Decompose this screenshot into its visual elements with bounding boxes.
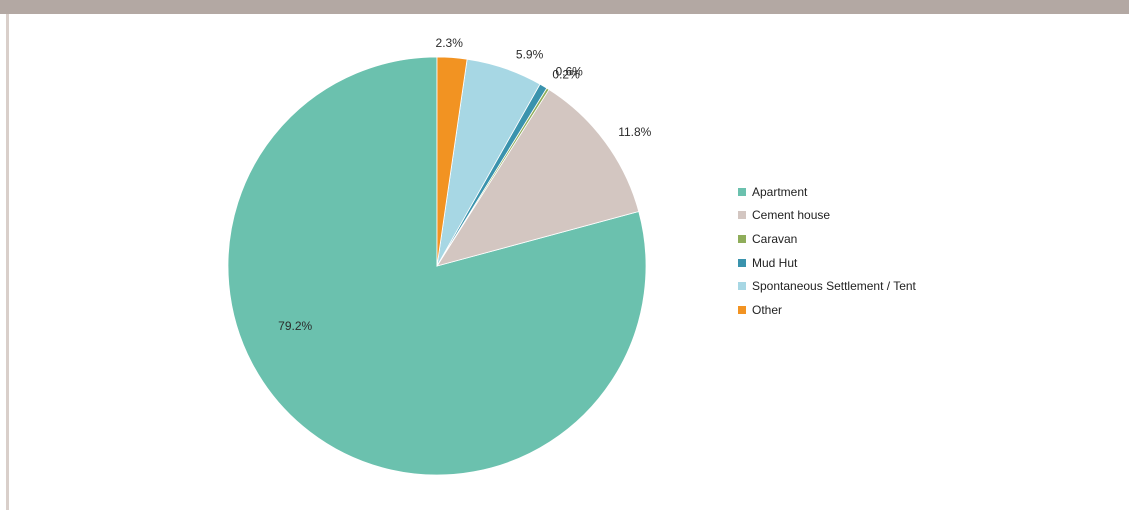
legend-item: Apartment (738, 180, 916, 204)
legend-swatch (738, 258, 746, 267)
legend-label: Mud Hut (752, 255, 798, 270)
legend-label: Caravan (752, 231, 798, 246)
legend-item: Other (738, 298, 916, 322)
legend-label: Cement house (752, 208, 831, 223)
legend-swatch (738, 305, 746, 314)
legend-label: Other (752, 302, 783, 317)
left-border-rule (6, 14, 9, 510)
legend-item: Caravan (738, 227, 916, 251)
legend-swatch (738, 187, 746, 196)
slice-value-label: 2.3% (436, 36, 464, 50)
legend-item: Cement house (738, 204, 916, 228)
legend-swatch (738, 282, 746, 291)
slice-value-label: 0.2% (552, 67, 580, 81)
pie-slice-cement-house (436, 88, 640, 267)
legend-swatch (738, 234, 746, 243)
slice-value-label: 79.2% (278, 319, 312, 333)
legend-label: Spontaneous Settlement / Tent (752, 279, 916, 294)
chart-legend: Apartment Cement house Caravan Mud Hut Spont… (738, 180, 916, 322)
legend-item: Mud Hut (738, 251, 916, 275)
top-border-bar (0, 0, 1129, 14)
slice-value-label: 11.8% (618, 125, 651, 139)
pie-slice-labels: 79.2% 11.8% 0.2%0.6% 5.9% 2.3% (278, 36, 651, 333)
slice-value-label: 5.9% (516, 47, 544, 61)
legend-label: Apartment (752, 184, 808, 199)
legend-item: Spontaneous Settlement / Tent (738, 274, 916, 298)
pie-slice-other (436, 56, 468, 267)
legend-swatch (738, 211, 746, 220)
pie-slices (227, 56, 647, 476)
slice-value-label: 0.6% (556, 64, 584, 78)
